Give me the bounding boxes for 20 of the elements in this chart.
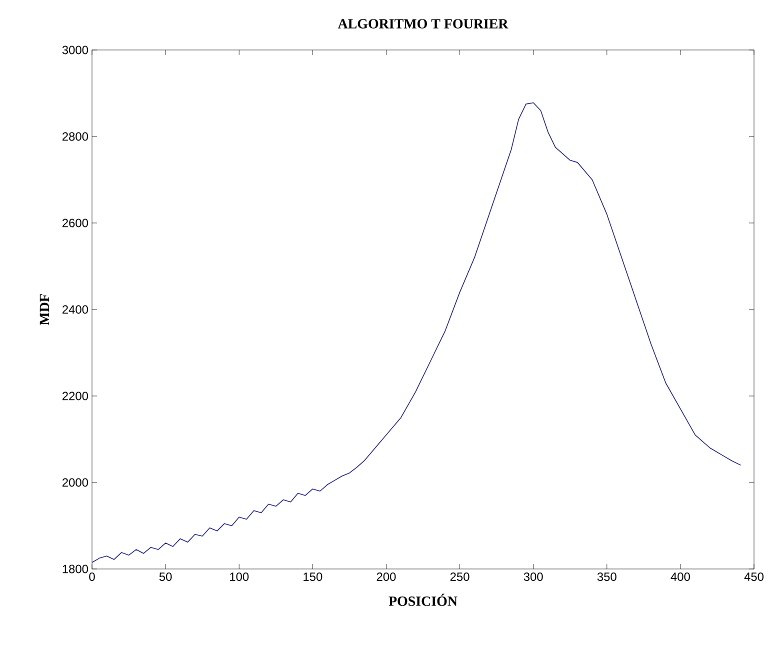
y-tick-label: 2800 [62, 132, 88, 141]
x-tick-label: 50 [159, 572, 172, 581]
x-axis-title: POSICIÓN [388, 594, 458, 606]
y-tick-label: 2200 [62, 392, 88, 400]
x-tick-label: 350 [597, 572, 616, 581]
x-tick-label: 250 [450, 572, 470, 581]
y-tick-label: 2400 [62, 305, 88, 314]
x-tick-label: 150 [304, 572, 322, 581]
x-tick-label: 0 [89, 572, 95, 581]
x-tick-label: 100 [230, 572, 249, 581]
chart-title: ALGORITMO T FOURIER [338, 19, 508, 28]
y-tick-label: 1800 [62, 564, 88, 574]
y-tick-label: 2000 [62, 478, 88, 487]
x-tick-label: 450 [744, 572, 764, 581]
y-tick-label: 3000 [62, 46, 88, 54]
x-tick-label: 300 [524, 572, 543, 581]
y-axis-title: MDF [40, 294, 50, 326]
x-tick-label: 200 [376, 572, 396, 581]
x-tick-label: 400 [670, 572, 690, 581]
y-tick-label: 2600 [62, 218, 88, 228]
